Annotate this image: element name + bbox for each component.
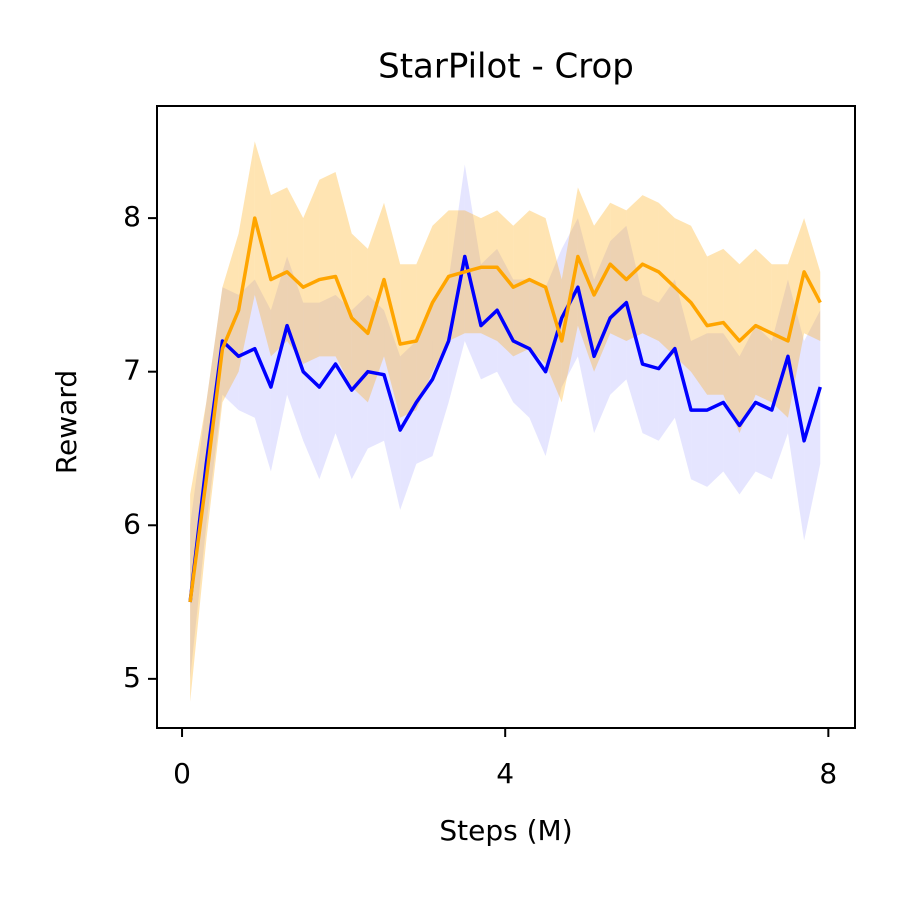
band [351,233,368,403]
band [529,279,546,457]
band [755,325,772,480]
chart-title: StarPilot - Crop [378,47,634,87]
plot-frame [156,105,856,729]
band [270,256,288,472]
band [432,279,449,457]
band [287,187,304,365]
band [626,195,643,341]
band [707,333,724,487]
band [739,248,756,434]
band [319,172,336,357]
band [723,248,740,434]
band [480,210,498,341]
band [739,325,756,495]
band [270,187,288,357]
band [755,248,772,403]
series-line [188,216,822,603]
band [335,294,352,480]
band [480,248,498,380]
band [513,279,530,418]
x-tick-label: 4 [496,757,514,790]
band [771,264,788,418]
band [787,279,805,541]
band [804,218,821,341]
band [351,294,368,480]
band [787,218,805,418]
x-axis-label: Steps (M) [439,814,572,847]
y-tick-label: 8 [123,200,141,233]
band [384,310,401,510]
band [254,279,271,472]
band [400,340,417,510]
band [303,302,320,480]
band [416,302,433,464]
band [691,225,708,395]
band [222,233,239,403]
band [303,179,320,365]
x-tick-label: 8 [819,757,837,790]
x-tick-label: 0 [173,757,191,790]
y-tick-label: 6 [123,507,141,540]
band [804,310,821,541]
band [464,164,481,380]
band [238,279,255,418]
y-tick-label: 7 [123,354,141,387]
band [335,172,352,388]
y-axis-label: Reward [50,370,83,474]
band [707,248,724,395]
band [448,164,465,403]
series-line [188,254,822,603]
band [319,294,336,480]
band [529,210,546,365]
y-tick-label: 5 [123,661,141,694]
